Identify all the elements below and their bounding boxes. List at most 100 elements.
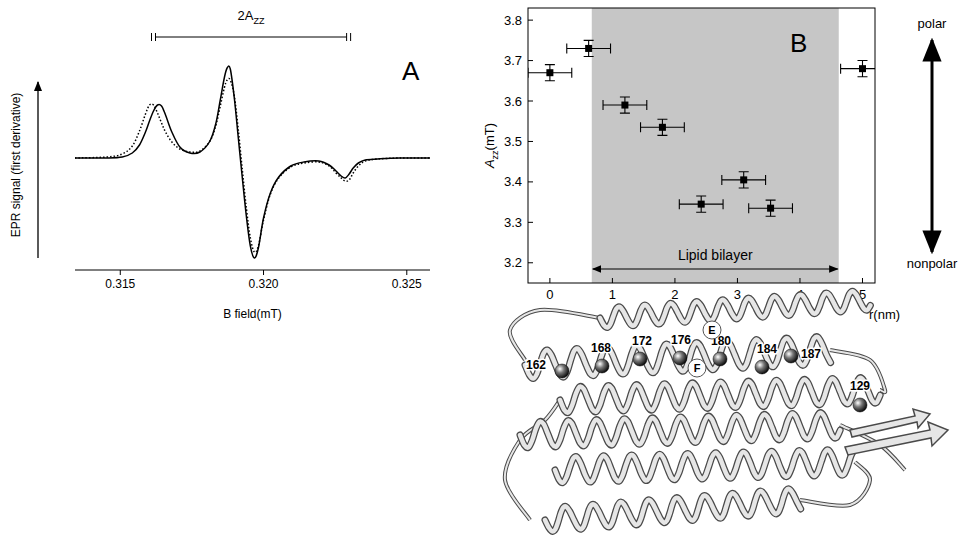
x-error-bar — [679, 199, 723, 209]
y-error-bar — [545, 65, 555, 81]
residue-label: 172 — [632, 334, 652, 348]
bracket-tick — [350, 33, 351, 41]
curves — [75, 66, 430, 258]
residue-sphere — [784, 349, 798, 363]
y-tick — [528, 181, 533, 182]
bracket-label-main: 2A — [238, 8, 254, 23]
residue-sphere — [633, 352, 647, 366]
y-error-bar — [620, 97, 630, 113]
y-tick-label: 3.4 — [504, 174, 522, 189]
y-tick — [528, 20, 533, 21]
residue-sphere — [713, 352, 727, 366]
residue-label: 129 — [850, 379, 870, 393]
data-point — [859, 65, 866, 72]
loop — [505, 400, 560, 520]
protein-structure: 162168172176180184187129EF — [505, 291, 948, 531]
y-tick-label: 3.6 — [504, 94, 522, 109]
y-axis-title-main: A — [482, 159, 497, 169]
x-tick — [799, 278, 800, 283]
helix-marker — [688, 359, 706, 377]
data-point — [740, 176, 747, 183]
residue-sphere — [853, 398, 867, 412]
data-point — [698, 201, 705, 208]
y-tick — [528, 141, 533, 142]
loop-outline — [510, 310, 600, 360]
helix-outline — [520, 413, 840, 448]
y-error-bar — [584, 40, 594, 56]
helix-outline — [560, 378, 880, 413]
x-tick-label: 2 — [671, 287, 678, 302]
x-error-bar — [841, 64, 875, 74]
y-tick-label: 3.8 — [504, 13, 522, 28]
x-error-bar — [528, 68, 572, 78]
x-tick-label: 0.315 — [105, 277, 135, 291]
x-tick — [263, 270, 264, 275]
helix-label: F — [694, 362, 701, 374]
x-tick — [406, 270, 407, 275]
plot-frame — [528, 8, 875, 283]
data-point — [659, 124, 666, 131]
helix-ribbon — [520, 413, 840, 448]
y-error-bar — [766, 200, 776, 216]
beta-strand — [850, 409, 930, 437]
bilayer-arrow — [593, 268, 838, 269]
spectrum-line — [75, 66, 430, 258]
helix-ribbon — [545, 489, 801, 531]
x-error-bar — [722, 175, 766, 185]
y-axis-title-suffix: (mT) — [482, 123, 497, 150]
helix-outline — [600, 291, 870, 327]
y-axis-title: Azz(mT) — [482, 123, 500, 169]
y-tick — [528, 222, 533, 223]
x-tick — [549, 278, 550, 283]
residue-label: 176 — [671, 333, 691, 347]
y-tick — [528, 60, 533, 61]
x-axis-title: B field(mT) — [223, 307, 282, 321]
y-axis-arrow — [37, 82, 38, 258]
points — [528, 40, 875, 216]
data-point — [585, 45, 592, 52]
y-tick — [528, 101, 533, 102]
x-tick — [120, 270, 121, 275]
x-error-bar — [749, 203, 793, 213]
bracket-tick — [155, 33, 156, 41]
polarity-arrow — [931, 40, 934, 252]
bracket-tick — [151, 33, 152, 41]
data-point — [767, 205, 774, 212]
x-error-bar — [567, 43, 611, 53]
panel-letter: A — [402, 56, 420, 86]
nonpolar-label: nonpolar — [907, 256, 958, 271]
panel-b: 3.23.33.43.53.63.73.8012345r(nm)Azz(mT)L… — [482, 8, 958, 322]
residue-sphere — [673, 351, 687, 365]
bracket-label-sub: ZZ — [254, 16, 265, 26]
data-point — [546, 69, 553, 76]
helix-ribbon — [600, 291, 870, 327]
x-tick — [862, 278, 863, 283]
residue-label: 187 — [801, 347, 821, 361]
x-axis-line — [75, 270, 430, 271]
region-group — [592, 8, 839, 283]
x-tick — [674, 278, 675, 283]
polar-label: polar — [918, 16, 948, 31]
region-label: Lipid bilayer — [678, 247, 753, 263]
x-tick-label: 0 — [546, 287, 553, 302]
x-tick-label: 1 — [609, 287, 616, 302]
x-tick-label: 0.325 — [392, 277, 422, 291]
bracket-label: 2AZZ — [238, 8, 265, 26]
helix-label: E — [708, 324, 715, 336]
loop-outline — [505, 400, 560, 520]
residue-label: 168 — [591, 341, 611, 355]
y-error-bar — [696, 196, 706, 212]
y-error-bar — [657, 119, 667, 135]
y-tick-label: 3.2 — [504, 255, 522, 270]
helix-marker — [703, 321, 721, 339]
helix-ribbon — [555, 449, 855, 483]
x-tick — [612, 278, 613, 283]
y-error-bar — [857, 61, 867, 77]
helix-ribbon — [560, 378, 880, 413]
y-tick-label: 3.7 — [504, 53, 522, 68]
panel-letter: B — [790, 28, 807, 58]
y-tick-label: 3.5 — [504, 134, 522, 149]
residue-label: 184 — [757, 342, 777, 356]
residue-label: 162 — [526, 358, 546, 372]
loop — [510, 310, 600, 360]
